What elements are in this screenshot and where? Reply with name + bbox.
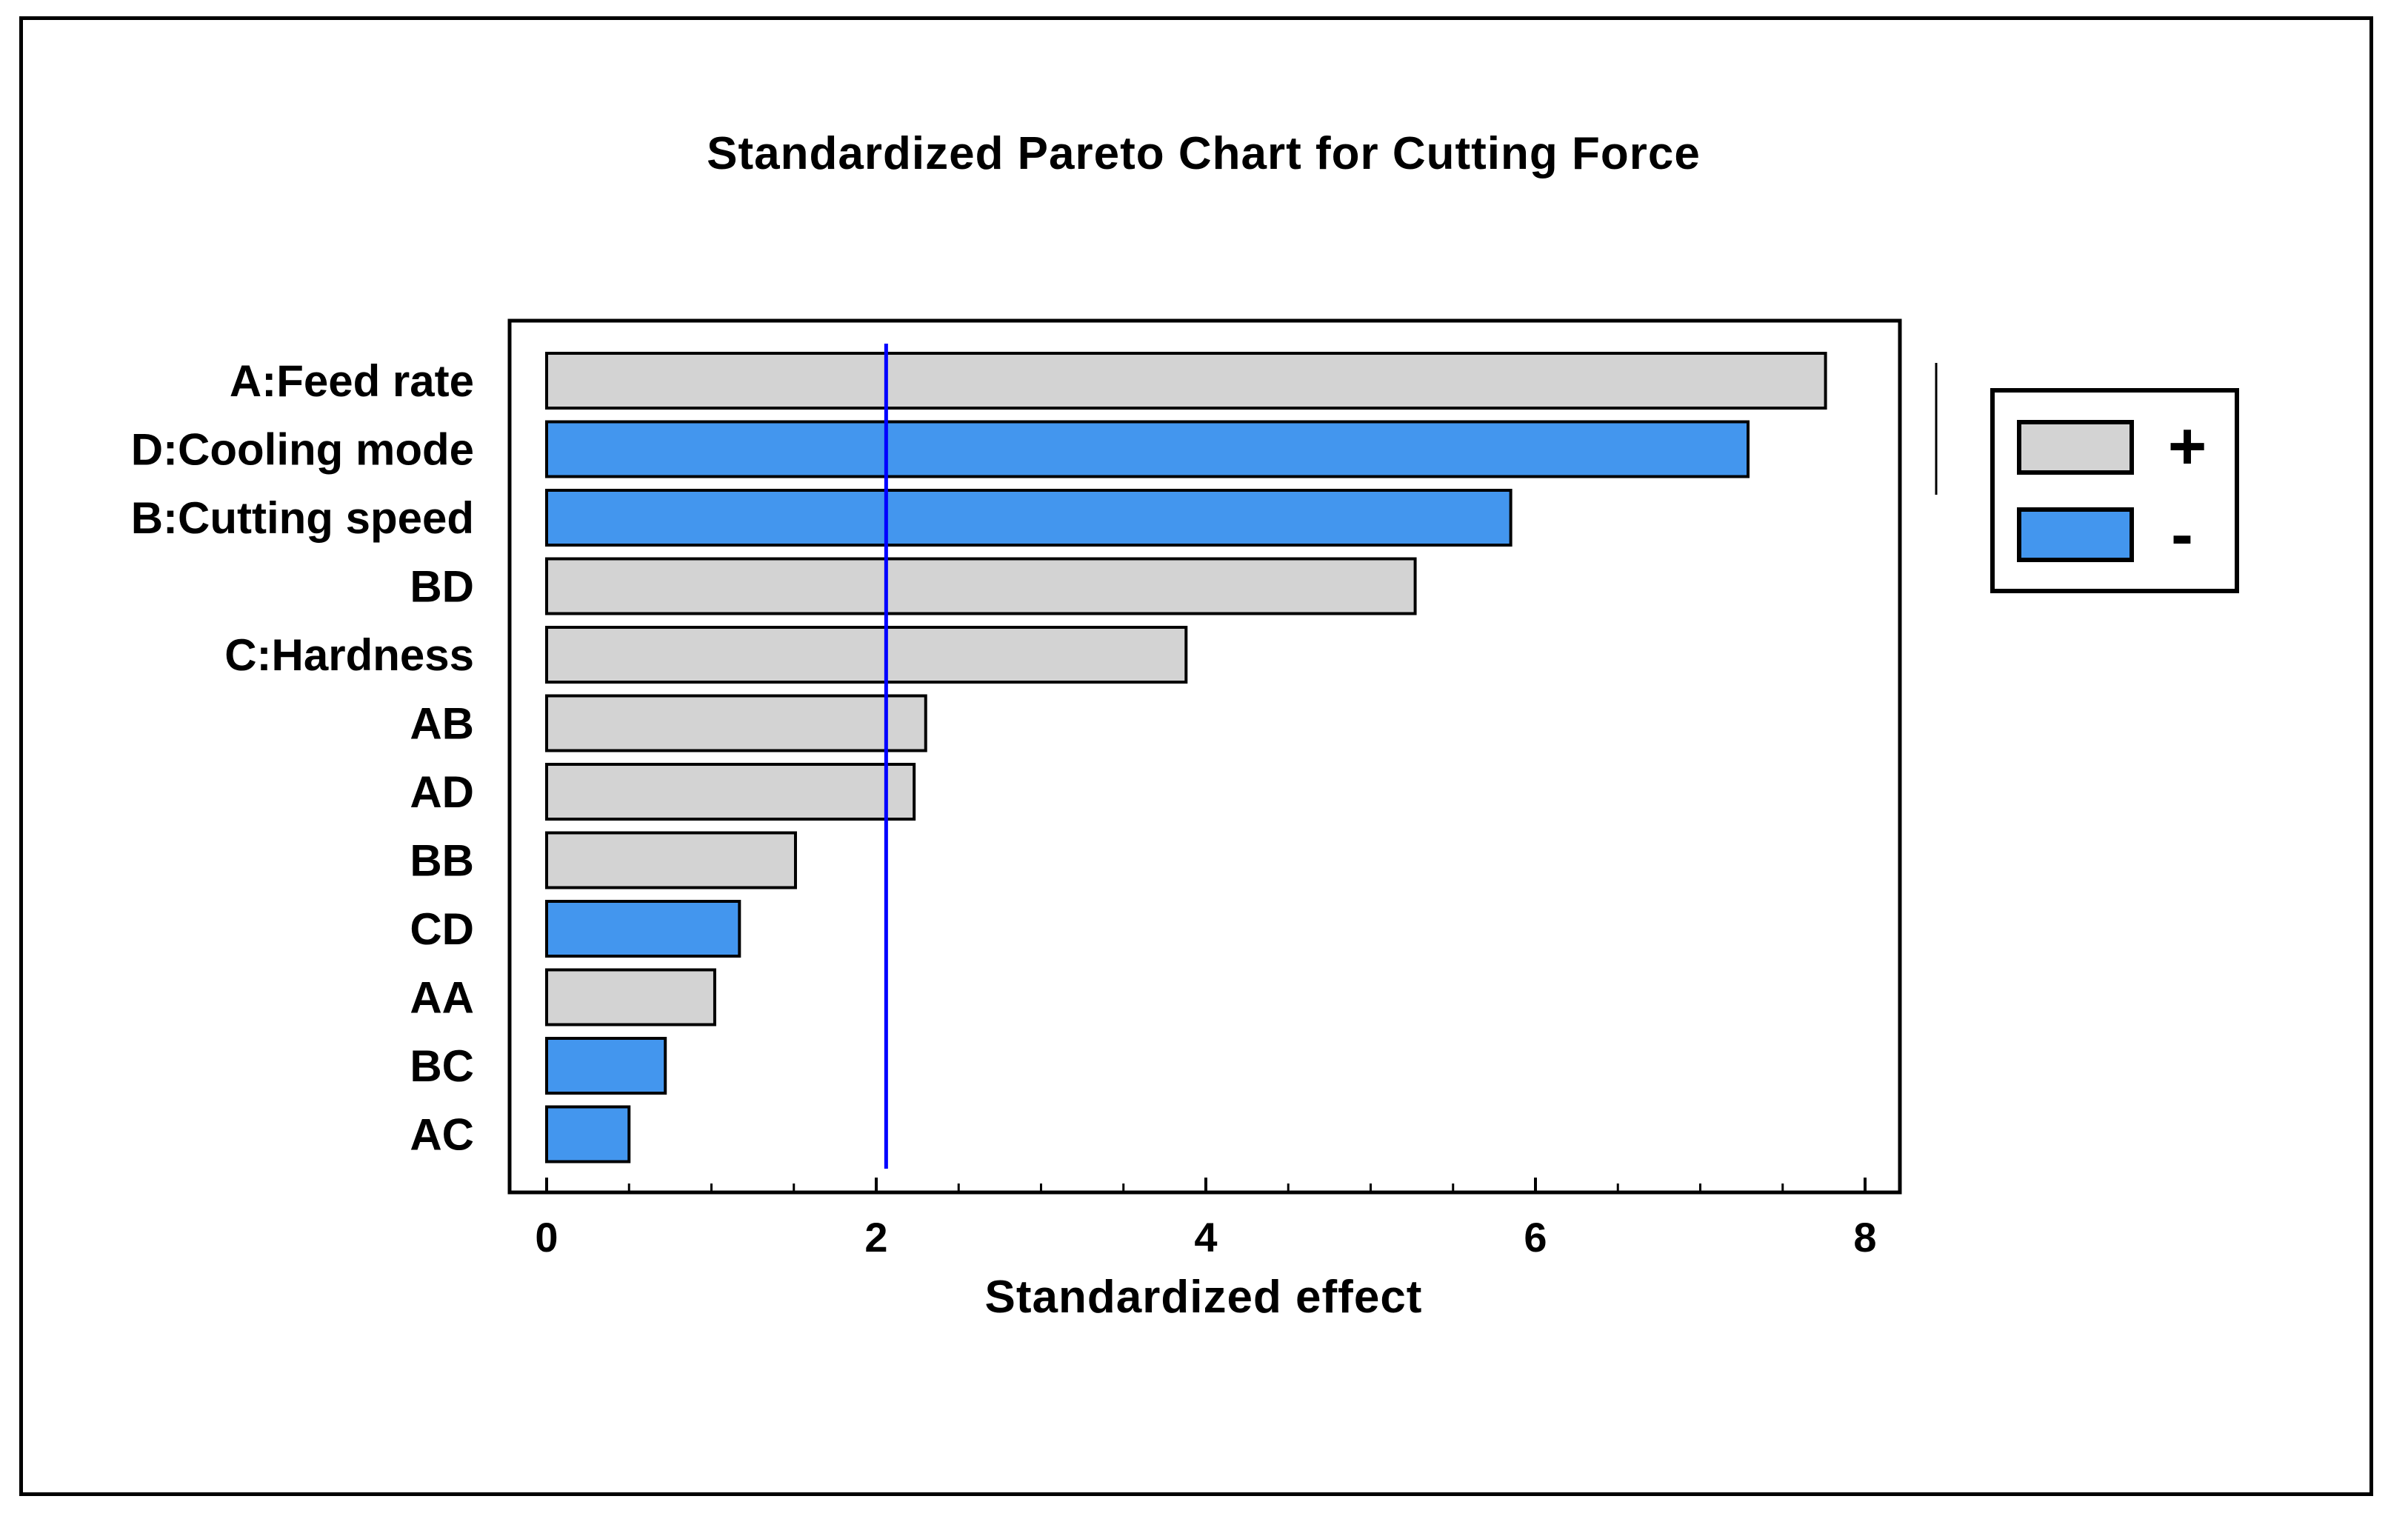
legend-swatch-negative <box>2017 507 2134 562</box>
bar-aa <box>545 968 716 1026</box>
x-tick-label-0: 0 <box>535 1214 558 1261</box>
category-labels: A:Feed rate D:Cooling mode B:Cutting speed… <box>131 356 474 1160</box>
x-tick-label-2: 2 <box>864 1214 887 1261</box>
category-label-a-feed-rate: A:Feed rate <box>230 356 474 406</box>
bar-c-hardness <box>545 626 1188 684</box>
category-label-c-hardness: C:Hardness <box>224 630 474 680</box>
category-label-cd: CD <box>410 904 474 954</box>
legend-swatch-positive <box>2017 420 2134 475</box>
figure-frame <box>19 16 2373 1496</box>
bar-d-cooling-mode <box>545 420 1750 478</box>
x-tick-label-6: 6 <box>1524 1214 1547 1261</box>
bar-bb <box>545 831 797 889</box>
category-label-ac: AC <box>410 1110 474 1160</box>
category-label-bd: BD <box>410 562 474 612</box>
category-label-aa: AA <box>410 973 474 1023</box>
x-axis-title: Standardized effect <box>985 1272 1423 1323</box>
bar-ad <box>545 763 916 821</box>
bar-bd <box>545 557 1417 615</box>
bar-group <box>545 352 1827 1164</box>
category-label-ab: AB <box>410 699 474 749</box>
legend-label-positive: + <box>2168 410 2207 484</box>
bar-b-cutting-speed <box>545 489 1512 547</box>
bar-ab <box>545 694 927 752</box>
bar-cd <box>545 900 741 958</box>
x-tick-label-4: 4 <box>1194 1214 1217 1261</box>
bar-bc <box>545 1037 667 1095</box>
x-tick-label-8: 8 <box>1853 1214 1876 1261</box>
bar-ac <box>545 1105 631 1164</box>
bar-a-feed-rate <box>545 352 1827 410</box>
chart-title: Standardized Pareto Chart for Cutting Fo… <box>707 128 1701 179</box>
category-label-bb: BB <box>410 836 474 886</box>
category-label-bc: BC <box>410 1041 474 1091</box>
legend: + - <box>1990 388 2239 593</box>
category-label-d-cooling-mode: D:Cooling mode <box>131 425 474 475</box>
category-label-ad: AD <box>410 767 474 817</box>
legend-label-negative: - <box>2171 498 2193 572</box>
category-label-b-cutting-speed: B:Cutting speed <box>131 493 474 543</box>
x-axis-ticks: 0 2 4 6 8 <box>535 1178 1877 1261</box>
